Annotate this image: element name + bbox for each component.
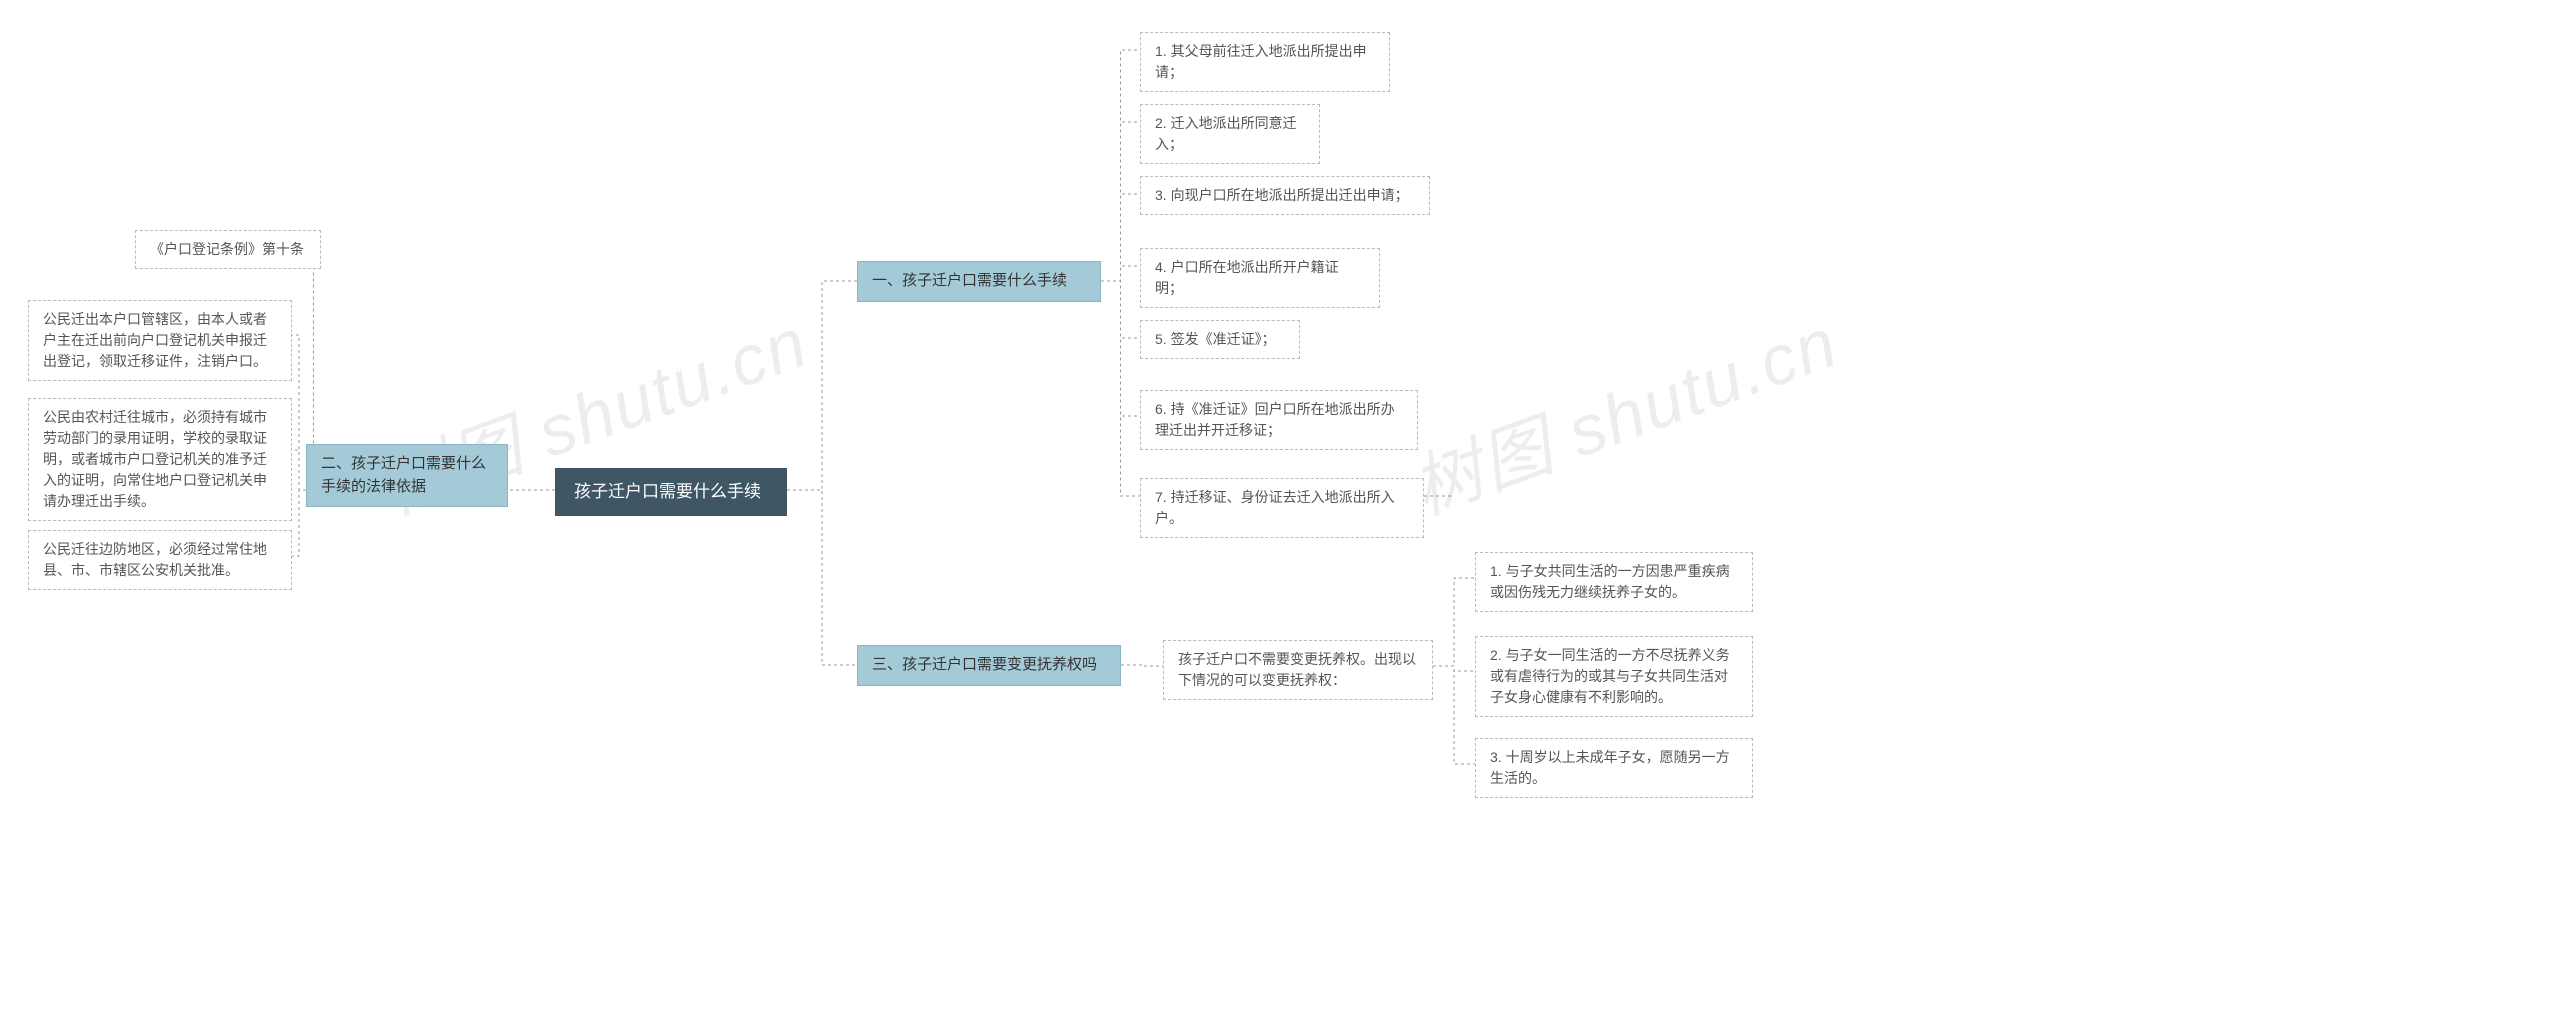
branch-1-leaf-2: 3. 向现户口所在地派出所提出迁出申请； [1140,176,1430,215]
branch-1-leaf-1: 2. 迁入地派出所同意迁入； [1140,104,1320,164]
branch-1-leaf-0: 1. 其父母前往迁入地派出所提出申请； [1140,32,1390,92]
branch-1[interactable]: 一、孩子迁户口需要什么手续 [857,261,1101,302]
watermark-2: 树图 shutu.cn [1396,287,1850,534]
branch-2[interactable]: 二、孩子迁户口需要什么手续的法律依据 [306,444,508,507]
root-node[interactable]: 孩子迁户口需要什么手续 [555,468,787,516]
branch-3-leaf-2: 3. 十周岁以上未成年子女，愿随另一方生活的。 [1475,738,1753,798]
branch-1-leaf-4: 5. 签发《准迁证》； [1140,320,1300,359]
branch-2-leaf-3: 公民迁往边防地区，必须经过常住地县、市、市辖区公安机关批准。 [28,530,292,590]
branch-1-leaf-3: 4. 户口所在地派出所开户籍证明； [1140,248,1380,308]
branch-3-intermediate: 孩子迁户口不需要变更抚养权。出现以下情况的可以变更抚养权： [1163,640,1433,700]
branch-2-leaf-2: 公民由农村迁往城市，必须持有城市劳动部门的录用证明，学校的录取证明，或者城市户口… [28,398,292,521]
branch-3-leaf-0: 1. 与子女共同生活的一方因患严重疾病或因伤残无力继续抚养子女的。 [1475,552,1753,612]
branch-1-leaf-5: 6. 持《准迁证》回户口所在地派出所办理迁出并开迁移证； [1140,390,1418,450]
branch-2-leaf-1: 公民迁出本户口管辖区，由本人或者户主在迁出前向户口登记机关申报迁出登记，领取迁移… [28,300,292,381]
branch-3-leaf-1: 2. 与子女一同生活的一方不尽抚养义务或有虐待行为的或其与子女共同生活对子女身心… [1475,636,1753,717]
branch-1-leaf-6: 7. 持迁移证、身份证去迁入地派出所入户。 [1140,478,1424,538]
branch-3[interactable]: 三、孩子迁户口需要变更抚养权吗 [857,645,1121,686]
branch-2-leaf-0: 《户口登记条例》第十条 [135,230,321,269]
